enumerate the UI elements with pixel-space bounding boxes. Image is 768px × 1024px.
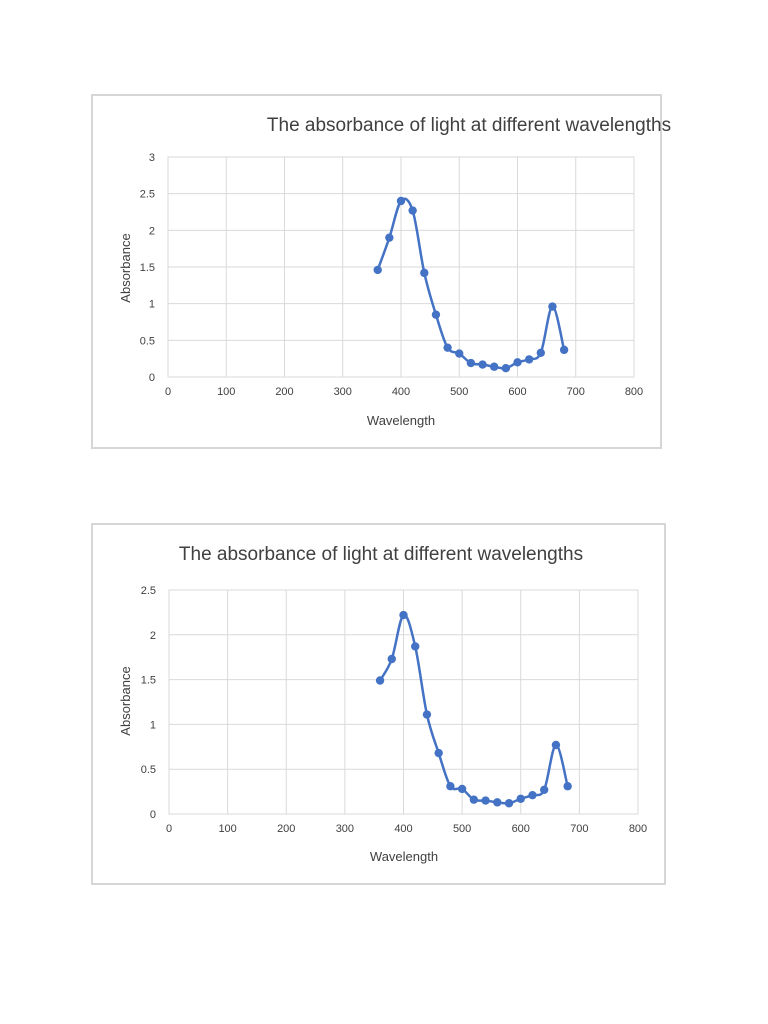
chart-1-data-point [548, 302, 557, 311]
chart-2-data-point [563, 782, 572, 791]
chart-1-data-point [373, 265, 382, 275]
chart-2-data-point [446, 782, 455, 791]
chart-2-data-point [469, 795, 479, 804]
chart-1-x-tick-label: 0 [165, 386, 171, 398]
chart-panel-1: The absorbance of light at different wav… [91, 94, 671, 449]
chart-2-y-tick-label: 2 [150, 630, 156, 642]
chart-1-y-axis-title: Absorbance [118, 233, 133, 302]
chart-1-series-line [376, 197, 566, 370]
chart-2-data-point [422, 710, 432, 719]
chart-1-data-point [420, 268, 429, 278]
chart-2-x-tick-label: 700 [570, 823, 588, 835]
chart-2-x-tick-label: 600 [512, 823, 530, 835]
chart-2-data-point [411, 642, 420, 651]
chart-2-data-point [481, 796, 490, 805]
chart-2-y-tick-label: 2.5 [141, 585, 156, 597]
chart-2-data-point [399, 610, 408, 620]
chart-2-x-tick-label: 800 [629, 823, 647, 835]
chart-1-x-tick-label: 200 [275, 386, 293, 398]
chart-2-gridlines [168, 589, 639, 815]
chart-2-x-tick-label: 0 [166, 823, 172, 835]
chart-1-data-point [559, 345, 569, 355]
chart-1-data-point [455, 349, 464, 358]
chart-2-y-tick-label: 0.5 [141, 764, 156, 776]
chart-1-data-point [513, 358, 522, 367]
chart-1-y-tick-label: 0 [149, 372, 155, 384]
chart-1-data-point [490, 362, 499, 371]
chart-1-title: The absorbance of light at different wav… [267, 115, 671, 136]
chart-2-title: The absorbance of light at different wav… [179, 544, 583, 565]
chart-1-data-point [466, 358, 476, 368]
chart-1-x-tick-label: 500 [450, 386, 468, 398]
chart-1-y-tick-label: 1.5 [140, 262, 155, 274]
chart-2-series-line [378, 613, 569, 805]
chart-1-x-tick-label: 600 [508, 386, 526, 398]
chart-2-y-axis-title: Absorbance [118, 666, 133, 735]
chart-2-x-tick-label: 100 [218, 823, 236, 835]
chart-1-y-tick-label: 2.5 [140, 189, 155, 201]
chart-1-x-axis-title: Wavelength [367, 413, 435, 428]
chart-2-data-point [528, 790, 537, 800]
chart-1-y-tick-label: 0.5 [140, 335, 155, 347]
chart-1-data-point [385, 233, 394, 242]
chart-1-data-point [524, 355, 534, 364]
chart-2-x-tick-label: 500 [453, 823, 471, 835]
chart-1-data-point [536, 348, 545, 357]
chart-2-data-point [540, 785, 549, 795]
chart-2-y-tick-label: 1.5 [141, 675, 156, 687]
chart-2-y-tick-label: 0 [150, 809, 156, 821]
chart-2-data-point [434, 748, 443, 758]
chart-2-data-point [457, 784, 467, 794]
chart-1-data-point [396, 196, 406, 206]
chart-1-data-point [478, 360, 487, 369]
chart-1-x-tick-label: 700 [567, 386, 585, 398]
chart-1-plot-area [167, 156, 635, 378]
chart-2-data-point [375, 676, 385, 685]
chart-2-data-point [551, 740, 561, 750]
chart-1-data-point [443, 343, 452, 352]
chart-1-data-point [431, 310, 441, 319]
chart-2-x-tick-label: 200 [277, 823, 295, 835]
chart-1-x-tick-label: 400 [392, 386, 410, 398]
chart-2-data-point [387, 654, 396, 664]
chart-panel-2: The absorbance of light at different wav… [91, 523, 666, 885]
chart-2-plot-area [168, 589, 639, 815]
chart-2-y-tick-label: 1 [150, 719, 156, 731]
chart-1-data-point [501, 364, 511, 373]
chart-1-svg: The absorbance of light at different wav… [118, 115, 671, 428]
chart-2-x-axis-title: Wavelength [370, 849, 438, 864]
chart-1-y-tick-label: 2 [149, 225, 155, 237]
chart-1-gridlines [167, 156, 635, 378]
chart-1-y-tick-label: 3 [149, 152, 155, 164]
chart-2-x-tick-label: 300 [336, 823, 354, 835]
chart-2-svg: The absorbance of light at different wav… [118, 544, 647, 864]
chart-1-x-tick-label: 800 [625, 386, 643, 398]
chart-2-data-point [504, 799, 514, 808]
chart-2-data-point [493, 798, 502, 807]
chart-1-x-tick-label: 100 [217, 386, 235, 398]
chart-1-y-tick-label: 1 [149, 299, 155, 311]
chart-2-x-tick-label: 400 [394, 823, 412, 835]
chart-1-data-point [408, 206, 417, 215]
chart-2-data-point [516, 794, 525, 803]
chart-1-x-tick-label: 300 [334, 386, 352, 398]
